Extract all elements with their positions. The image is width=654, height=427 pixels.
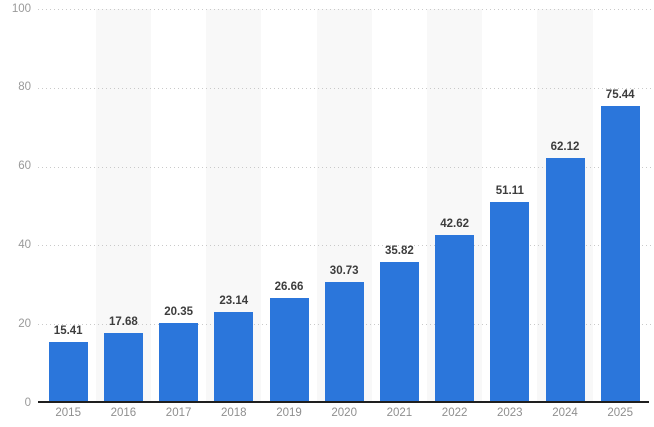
bar-value-label: 62.12	[550, 141, 580, 154]
bar-value-label: 23.14	[219, 294, 249, 307]
bar-value-label: 15.41	[53, 325, 83, 338]
x-axis-category-label: 2024	[552, 407, 578, 419]
bar[interactable]	[545, 158, 585, 402]
gridline	[38, 88, 654, 89]
x-axis-category-label: 2021	[386, 407, 413, 419]
y-axis-tick-label: 0	[24, 397, 31, 409]
bar[interactable]	[600, 105, 640, 402]
x-axis-category-label: 2020	[331, 407, 357, 419]
bar-value-label: 17.68	[109, 316, 138, 329]
bar[interactable]	[269, 297, 309, 402]
bar-value-label: 26.66	[274, 280, 304, 293]
bar[interactable]	[324, 281, 364, 402]
gridline	[38, 167, 654, 168]
bar[interactable]	[435, 235, 475, 402]
x-axis-category-label: 2017	[165, 407, 192, 419]
bar-value-label: 30.73	[329, 264, 359, 277]
bar[interactable]	[48, 342, 88, 402]
y-axis-tick-label: 100	[11, 3, 31, 15]
x-axis-category-label: 2015	[55, 407, 81, 419]
x-axis-category-label: 2019	[276, 407, 302, 419]
x-axis-category-label: 2025	[607, 407, 633, 419]
y-axis-tick-label: 20	[18, 318, 31, 330]
y-axis-tick-label: 80	[18, 81, 31, 93]
y-axis-tick-label: 40	[18, 239, 31, 251]
bar-value-label: 51.11	[495, 184, 524, 197]
bar[interactable]	[379, 261, 419, 402]
x-axis-line	[38, 401, 649, 403]
bar[interactable]	[159, 322, 199, 402]
bar-value-label: 42.62	[440, 218, 469, 231]
gridline	[38, 245, 654, 246]
bar[interactable]	[214, 311, 254, 402]
bar-value-label: 20.35	[164, 305, 193, 318]
x-axis-category-label: 2023	[496, 407, 523, 419]
x-axis-category-label: 2022	[441, 407, 468, 419]
bar[interactable]	[103, 333, 143, 402]
bar-value-label: 35.82	[385, 244, 414, 257]
x-axis-category-label: 2016	[110, 407, 137, 419]
y-axis-tick-label: 60	[18, 160, 31, 172]
bar[interactable]	[490, 201, 530, 402]
bar-value-label: 75.44	[605, 88, 635, 101]
x-axis-category-label: 2018	[220, 407, 247, 419]
gridline	[38, 9, 654, 10]
